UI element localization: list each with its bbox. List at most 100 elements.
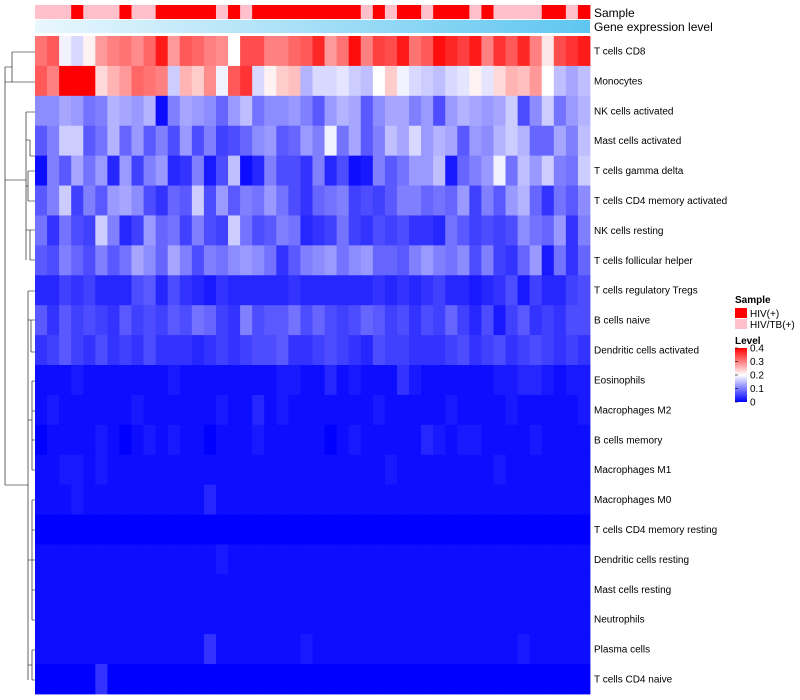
heatmap-cell — [481, 574, 494, 605]
heatmap-cell — [312, 514, 325, 545]
heatmap-cell — [95, 634, 108, 665]
heatmap-cell — [493, 365, 506, 396]
heatmap-cell — [71, 604, 84, 635]
heatmap-cell — [155, 544, 169, 575]
heatmap-cell — [228, 95, 241, 127]
heatmap-cell — [47, 275, 60, 306]
heatmap-cell — [276, 365, 289, 396]
heatmap-cell — [360, 95, 374, 127]
heatmap-cell — [529, 634, 543, 665]
heatmap-cell — [47, 155, 60, 186]
heatmap-cell — [433, 305, 446, 336]
heatmap-cell — [215, 634, 229, 665]
heatmap-cell — [445, 664, 458, 695]
heatmap-cell — [252, 95, 265, 127]
heatmap-cell — [47, 604, 60, 635]
heatmap-cell — [541, 604, 555, 635]
heatmap-cell — [577, 664, 591, 695]
heatmap-cell — [228, 365, 241, 396]
heatmap-cell — [288, 95, 301, 127]
heatmap-cell — [83, 365, 96, 396]
heatmap-cell — [493, 335, 506, 366]
heatmap-cell — [240, 335, 253, 366]
heatmap-cell — [155, 155, 169, 186]
heatmap-cell — [336, 604, 350, 635]
heatmap-cell — [71, 544, 84, 575]
sample-annotation-cell — [71, 5, 84, 19]
heatmap-cell — [312, 335, 325, 366]
heatmap-cell — [469, 574, 482, 605]
heatmap-cell — [384, 305, 398, 336]
heatmap-cell — [143, 185, 157, 216]
heatmap-cell — [288, 65, 301, 97]
sample-annotation-cell — [215, 5, 229, 19]
heatmap-cell — [167, 155, 181, 186]
heatmap-cell — [517, 394, 531, 426]
heatmap-cell — [228, 544, 241, 575]
dendrogram-branch — [28, 380, 35, 471]
heatmap-cell — [529, 484, 543, 515]
heatmap-cell — [384, 574, 398, 605]
heatmap-cell — [276, 125, 289, 157]
heatmap-cell — [360, 424, 374, 456]
level-legend-title: Level — [735, 336, 761, 347]
heatmap-cell — [35, 305, 48, 336]
heatmap-cell — [288, 365, 301, 396]
heatmap-cell — [240, 36, 253, 67]
heatmap-cell — [541, 664, 555, 695]
dendrogram-branch — [26, 139, 35, 157]
heatmap-cell — [167, 454, 181, 486]
heatmap-cell — [493, 185, 506, 216]
heatmap-cell — [336, 275, 350, 306]
heatmap-cell — [324, 514, 338, 545]
heatmap-cell — [215, 544, 229, 575]
heatmap-cell — [203, 365, 217, 396]
heatmap-cell — [348, 245, 362, 276]
heatmap-cell — [83, 634, 96, 665]
heatmap-cell — [83, 185, 96, 216]
heatmap-cell — [577, 155, 591, 186]
heatmap-cell — [433, 634, 446, 665]
heatmap-cell — [336, 514, 350, 545]
heatmap-cell — [529, 245, 543, 276]
heatmap-cell — [372, 664, 386, 695]
heatmap-cell — [529, 95, 543, 127]
heatmap-cell — [252, 245, 265, 276]
heatmap-cell — [228, 634, 241, 665]
heatmap-cell — [191, 95, 205, 127]
heatmap-cell — [131, 544, 144, 575]
heatmap-cell — [107, 484, 120, 515]
sample-annotation-cell — [191, 5, 205, 19]
heatmap-cell — [35, 394, 48, 426]
heatmap-cell — [95, 394, 108, 426]
heatmap-cell — [107, 245, 120, 276]
level-tick-label: 0.3 — [750, 357, 764, 368]
heatmap-cell — [360, 215, 374, 246]
heatmap-cell — [35, 664, 48, 695]
heatmap-cell — [565, 185, 579, 216]
heatmap-cell — [469, 454, 482, 486]
heatmap-cell — [312, 95, 325, 127]
heatmap-cell — [541, 484, 555, 515]
heatmap-cell — [324, 664, 338, 695]
heatmap-cell — [228, 275, 241, 306]
heatmap-cell — [240, 484, 253, 515]
heatmap-cell — [276, 305, 289, 336]
heatmap-cell — [107, 634, 120, 665]
heatmap-cell — [276, 155, 289, 186]
heatmap-cell — [577, 365, 591, 396]
heatmap-cell — [360, 604, 374, 635]
heatmap-cell — [324, 245, 338, 276]
heatmap-cell — [421, 634, 434, 665]
heatmap-cell — [240, 125, 253, 157]
heatmap-cell — [240, 65, 253, 97]
heatmap-cell — [59, 514, 72, 545]
heatmap-cell — [396, 514, 410, 545]
heatmap-cell — [433, 65, 446, 97]
heatmap-cell — [107, 365, 120, 396]
heatmap-cell — [155, 394, 169, 426]
sample-annotation-cell — [47, 5, 60, 19]
heatmap-cell — [396, 95, 410, 127]
heatmap-cell — [505, 305, 519, 336]
heatmap-cell — [553, 36, 567, 67]
